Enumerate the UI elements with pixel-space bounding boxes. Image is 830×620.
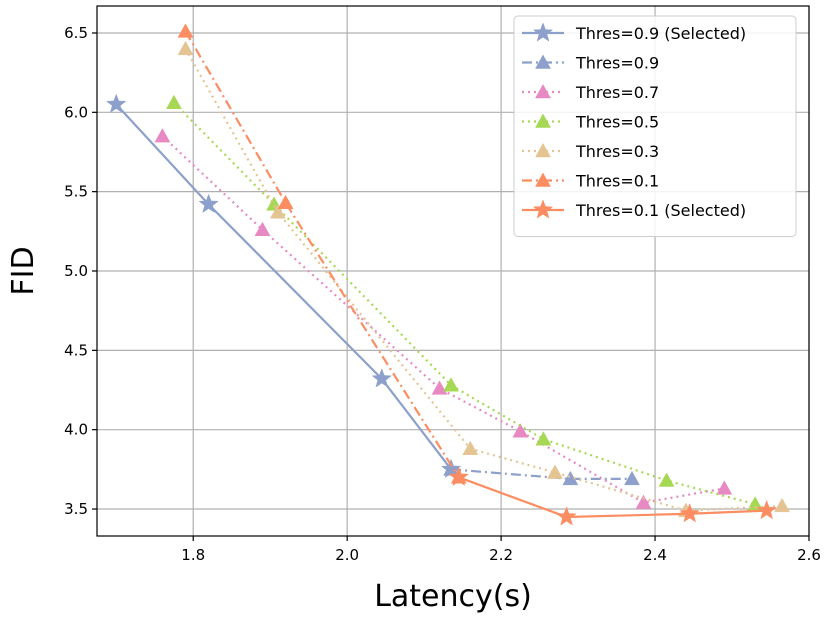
legend-entry: Thres=0.1 (Selected) <box>522 199 746 220</box>
series-6 <box>448 466 777 526</box>
legend-entry: Thres=0.5 <box>522 113 659 132</box>
legend-marker <box>535 142 551 158</box>
data-point <box>443 377 460 392</box>
legend-label: Thres=0.9 (Selected) <box>575 24 746 43</box>
legend-entry: Thres=0.7 <box>522 83 659 102</box>
data-point <box>535 431 552 446</box>
series-line <box>184 48 783 512</box>
data-point <box>198 193 219 214</box>
data-point <box>756 499 777 520</box>
data-point <box>462 440 479 455</box>
series-2 <box>154 128 733 509</box>
data-point <box>166 94 182 110</box>
x-tick-label: 2.0 <box>335 546 359 564</box>
data-point <box>658 472 675 487</box>
y-tick-label: 5.0 <box>64 262 88 280</box>
data-point <box>679 503 700 523</box>
data-point <box>716 480 733 495</box>
legend-marker <box>532 199 554 219</box>
x-tick-label: 1.8 <box>181 546 205 564</box>
legend-marker <box>535 83 551 99</box>
data-point <box>254 221 271 236</box>
y-axis-label: FID <box>6 246 41 295</box>
data-point <box>431 380 448 395</box>
legend-label: Thres=0.7 <box>575 83 659 102</box>
legend-marker <box>535 172 551 187</box>
data-point <box>556 506 577 526</box>
y-tick-label: 6.5 <box>64 24 88 42</box>
legend-label: Thres=0.1 (Selected) <box>575 201 746 220</box>
series-line <box>450 468 632 480</box>
data-point <box>177 23 194 38</box>
legend-entry: Thres=0.3 <box>522 142 659 161</box>
data-point <box>154 128 171 143</box>
series-line <box>115 103 452 471</box>
legend-label: Thres=0.3 <box>575 142 659 161</box>
legend-marker <box>535 54 551 69</box>
data-point <box>277 194 294 210</box>
legend-label: Thres=0.1 <box>575 172 659 191</box>
data-point <box>635 494 652 509</box>
legend-entry: Thres=0.9 (Selected) <box>522 22 746 43</box>
data-point <box>448 466 469 486</box>
series-line <box>458 476 767 519</box>
legend-entry: Thres=0.9 <box>522 54 659 73</box>
legend: Thres=0.9 (Selected) Thres=0.9 Thres=0.7 Th… <box>513 15 797 237</box>
axis-ticks: 1.8 2.0 2.2 2.4 2.6 3.5 4.0 4.5 5.0 5.5 6.0 6.5 <box>64 24 821 564</box>
series-1 <box>443 461 640 486</box>
legend-label: Thres=0.9 <box>575 54 659 73</box>
legend-label: Thres=0.5 <box>575 113 659 132</box>
x-tick-label: 2.4 <box>643 546 667 564</box>
data-point <box>774 497 790 513</box>
y-tick-label: 4.5 <box>64 341 88 359</box>
legend-marker <box>535 113 551 128</box>
legend-box <box>513 15 797 237</box>
series-line <box>184 30 460 478</box>
data-point <box>547 464 563 479</box>
x-axis-label: Latency(s) <box>374 579 532 614</box>
data-point <box>624 470 640 486</box>
y-tick-label: 6.0 <box>64 103 88 121</box>
data-point <box>512 423 529 438</box>
x-tick-label: 2.6 <box>797 546 821 564</box>
data-point <box>371 368 392 388</box>
series-layer <box>106 23 790 526</box>
y-tick-label: 3.5 <box>64 500 88 518</box>
y-tick-label: 5.5 <box>64 183 88 201</box>
x-tick-label: 2.2 <box>489 546 513 564</box>
data-point <box>106 93 127 114</box>
series-line <box>161 135 725 504</box>
y-tick-label: 4.0 <box>64 421 88 439</box>
series-0 <box>106 93 462 479</box>
legend-entry: Thres=0.1 <box>522 172 659 191</box>
series-4 <box>177 40 790 517</box>
data-point <box>177 40 194 56</box>
legend-marker <box>532 22 554 42</box>
data-point <box>269 204 286 219</box>
